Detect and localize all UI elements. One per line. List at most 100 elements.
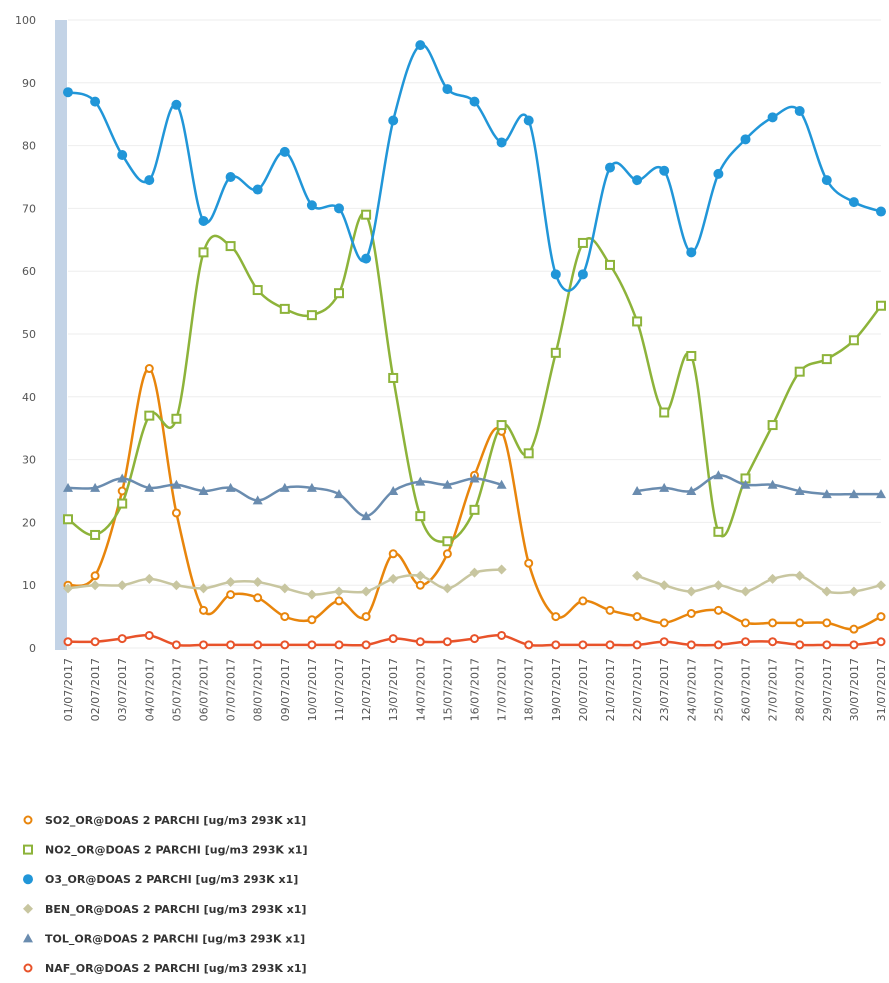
marker bbox=[523, 115, 534, 126]
marker bbox=[63, 514, 73, 525]
marker bbox=[578, 596, 588, 606]
y-tick-label: 100 bbox=[15, 14, 36, 27]
marker bbox=[117, 150, 128, 161]
x-tick-label: 05/07/2017 bbox=[170, 658, 183, 721]
x-tick-label: 15/07/2017 bbox=[441, 658, 454, 721]
marker bbox=[794, 570, 805, 581]
marker bbox=[225, 482, 236, 492]
marker bbox=[334, 489, 344, 499]
x-tick-label: 01/07/2017 bbox=[62, 658, 75, 721]
legend-label: TOL_OR@DOAS 2 PARCHI [ug/m3 293K x1] bbox=[45, 932, 305, 945]
y-tick-label: 60 bbox=[22, 265, 36, 278]
marker bbox=[23, 963, 33, 973]
marker bbox=[442, 637, 452, 647]
marker bbox=[496, 137, 507, 148]
marker bbox=[171, 413, 182, 424]
marker bbox=[279, 583, 290, 594]
marker bbox=[361, 511, 372, 521]
marker bbox=[470, 634, 479, 644]
marker bbox=[144, 482, 155, 492]
marker bbox=[496, 564, 507, 575]
marker bbox=[63, 637, 73, 647]
marker bbox=[361, 209, 372, 220]
marker bbox=[23, 903, 33, 914]
legend: SO2_OR@DOAS 2 PARCHI [ug/m3 293K x1] NO2_… bbox=[23, 814, 308, 975]
marker bbox=[605, 259, 615, 270]
marker bbox=[252, 285, 263, 296]
marker bbox=[741, 618, 750, 628]
marker bbox=[767, 112, 778, 123]
marker bbox=[821, 354, 832, 365]
marker bbox=[90, 529, 101, 540]
y-tick-label: 80 bbox=[22, 140, 36, 153]
marker bbox=[361, 612, 371, 622]
x-labels: 01/07/2017 02/07/2017 03/07/2017 04/07/2017… bbox=[62, 658, 888, 721]
series-line bbox=[636, 573, 882, 595]
marker bbox=[171, 508, 181, 518]
marker bbox=[632, 486, 643, 495]
marker bbox=[686, 586, 697, 597]
marker bbox=[497, 630, 507, 640]
marker bbox=[740, 134, 751, 145]
marker bbox=[577, 237, 588, 248]
marker bbox=[713, 470, 724, 480]
marker bbox=[23, 815, 33, 825]
axis-band bbox=[55, 20, 67, 650]
x-tick-label: 11/07/2017 bbox=[333, 658, 346, 721]
marker bbox=[388, 549, 398, 559]
marker bbox=[632, 570, 643, 581]
marker bbox=[768, 637, 778, 647]
x-tick-label: 13/07/2017 bbox=[387, 658, 400, 721]
y-tick-label: 20 bbox=[22, 516, 36, 529]
y-tick-label: 0 bbox=[29, 642, 36, 655]
x-tick-label: 19/07/2017 bbox=[550, 658, 563, 721]
marker bbox=[334, 596, 344, 606]
marker bbox=[577, 269, 588, 280]
marker bbox=[605, 162, 615, 173]
marker bbox=[415, 637, 425, 647]
y-tick-label: 90 bbox=[22, 77, 36, 90]
marker bbox=[442, 583, 453, 594]
marker bbox=[767, 479, 778, 489]
marker bbox=[198, 583, 209, 594]
marker bbox=[876, 206, 886, 217]
legend-label: O3_OR@DOAS 2 PARCHI [ug/m3 293K x1] bbox=[45, 873, 298, 886]
marker bbox=[740, 586, 751, 597]
marker bbox=[388, 573, 399, 584]
marker bbox=[469, 504, 480, 515]
marker bbox=[740, 479, 751, 489]
marker bbox=[767, 420, 778, 431]
marker bbox=[144, 630, 154, 640]
marker bbox=[307, 615, 317, 625]
marker bbox=[469, 567, 480, 578]
marker bbox=[578, 640, 588, 650]
marker bbox=[442, 84, 453, 95]
marker bbox=[226, 590, 236, 600]
marker bbox=[225, 577, 236, 588]
marker bbox=[686, 486, 697, 495]
marker bbox=[605, 640, 615, 650]
x-tick-label: 02/07/2017 bbox=[89, 658, 102, 721]
marker bbox=[795, 618, 805, 628]
marker bbox=[821, 586, 832, 597]
marker bbox=[849, 640, 859, 650]
marker bbox=[632, 316, 643, 327]
x-tick-label: 25/07/2017 bbox=[712, 658, 725, 721]
marker bbox=[388, 115, 399, 126]
marker bbox=[198, 247, 209, 258]
marker bbox=[795, 640, 805, 650]
x-tick-label: 27/07/2017 bbox=[767, 658, 780, 721]
marker bbox=[90, 580, 101, 591]
y-tick-label: 40 bbox=[22, 391, 36, 404]
marker bbox=[63, 87, 73, 98]
y-tick-label: 10 bbox=[22, 579, 36, 592]
x-tick-label: 09/07/2017 bbox=[279, 658, 292, 721]
marker bbox=[252, 577, 263, 588]
marker bbox=[226, 640, 236, 650]
marker bbox=[90, 637, 100, 647]
series-line bbox=[67, 43, 882, 292]
marker bbox=[713, 580, 724, 591]
marker bbox=[415, 476, 426, 486]
marker bbox=[469, 473, 480, 483]
